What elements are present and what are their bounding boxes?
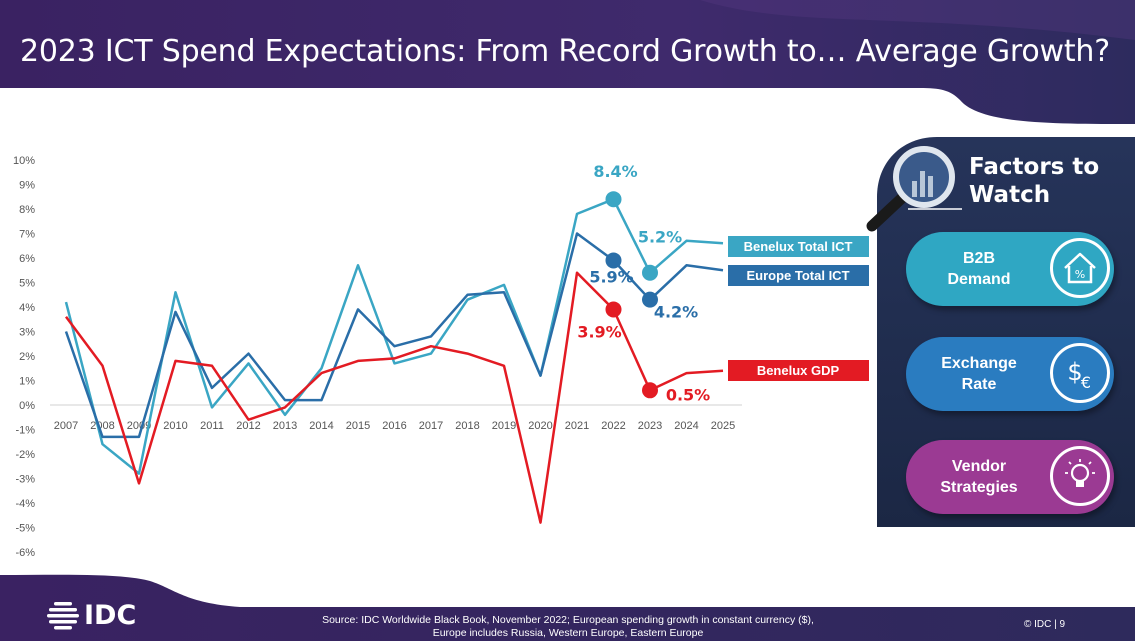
y-tick-label: 4% [19,302,35,314]
factor-b2b-demand: B2B Demand % [906,232,1114,306]
y-tick-label: 6% [19,253,35,265]
y-tick-label: 0% [19,400,35,412]
data-label: 4.2% [654,303,698,322]
y-tick-label: -1% [15,425,35,437]
data-point-marker [605,301,622,318]
x-tick-label: 2019 [492,420,516,432]
idc-logo: IDC [46,600,136,631]
data-point-marker [642,382,658,399]
data-label: 3.9% [577,322,621,341]
factor-label-line-1: Vendor [951,458,1007,475]
data-point-marker [642,291,658,308]
footer-banner [0,574,1135,641]
x-tick-label: 2017 [419,420,443,432]
lightbulb-icon [1050,446,1110,506]
panel-title-line-1: Factors to [969,154,1100,180]
y-tick-label: 5% [19,278,35,290]
panel-title-line-2: Watch [969,182,1051,208]
y-tick-label: -6% [15,547,35,559]
x-tick-label: 2018 [455,420,479,432]
globe-icon [47,601,79,629]
header-banner [0,0,1135,124]
legend-label: Benelux GDP [757,363,840,378]
svg-text:$: $ [1067,358,1082,386]
data-label: 5.2% [638,228,682,247]
data-point-marker [642,264,658,281]
x-tick-label: 2008 [90,420,114,432]
data-label: 0.5% [666,385,710,404]
factor-label: Vendor Strategies [926,440,1032,514]
legend-tag: Europe Total ICT [728,265,869,286]
x-tick-label: 2012 [236,420,260,432]
magnifier-icon [866,146,962,232]
dollar-euro-icon: $ € [1050,343,1110,403]
legend-tag-bg [728,360,869,381]
x-tick-label: 2011 [200,420,224,432]
y-tick-label: 1% [19,376,35,388]
x-tick-label: 2021 [565,420,589,432]
y-tick-label: -3% [15,474,35,486]
page-number: © IDC | 9 [1024,619,1066,630]
data-point-marker [605,252,622,269]
x-tick-label: 2007 [54,420,78,432]
x-tick-label: 2016 [382,420,406,432]
y-tick-label: 2% [19,351,35,363]
svg-text:%: % [1075,268,1085,281]
source-note: Source: IDC Worldwide Black Book, Novemb… [258,614,878,640]
factor-exchange-rate: Exchange Rate $ € [906,337,1114,411]
factor-label-line-2: Demand [947,271,1011,288]
x-tick-label: 2013 [273,420,297,432]
y-tick-label: 3% [19,327,35,339]
x-tick-label: 2023 [638,420,662,432]
factor-label-line-2: Strategies [940,479,1018,496]
house-percent-icon: % [1050,238,1110,298]
x-tick-label: 2022 [601,420,625,432]
factor-label: B2B Demand [926,232,1032,306]
y-tick-label: 7% [19,229,35,241]
y-tick-label: 9% [19,180,35,192]
y-tick-label: -2% [15,449,35,461]
factor-vendor-strategies: Vendor Strategies [906,440,1114,514]
logo-text: IDC [84,600,137,631]
data-label: 5.9% [589,267,633,286]
y-tick-label: 8% [19,204,35,216]
legend-tag-bg [728,236,869,257]
series-line-2 [64,271,724,524]
source-line-1: Source: IDC Worldwide Black Book, Novemb… [322,614,814,626]
factor-label-line-1: Exchange [941,355,1017,372]
x-tick-label: 2010 [163,420,187,432]
x-tick-label: 2009 [127,420,151,432]
y-tick-label: -4% [15,498,35,510]
y-tick-label: 10% [13,155,35,167]
data-label: 8.4% [593,162,637,181]
factor-label-line-2: Rate [961,376,997,393]
x-tick-label: 2015 [346,420,370,432]
x-tick-label: 2025 [711,420,735,432]
x-tick-label: 2024 [674,420,698,432]
x-tick-label: 2020 [528,420,552,432]
line-chart: 10% 9% 8% 7% 6% 5% 4% 3% 2% 1% 0% -1% -2% -3% -4% -5% -6… [13,155,869,559]
legend-tag: Benelux GDP [728,360,869,381]
factor-label-line-1: B2B [962,250,995,267]
source-line-2: Europe includes Russia, Western Europe, … [432,627,704,639]
panel-title: Factors to Watch [969,153,1099,209]
data-point-marker [605,191,622,208]
legend-label: Benelux Total ICT [744,239,853,254]
x-tick-label: 2014 [309,420,333,432]
y-tick-label: -5% [15,523,35,535]
factor-label: Exchange Rate [926,337,1032,411]
page-title: 2023 ICT Spend Expectations: From Record… [20,34,1110,69]
legend-tag-bg [728,265,869,286]
legend-label: Europe Total ICT [746,268,849,283]
svg-text:€: € [1081,373,1091,392]
legend-tag: Benelux Total ICT [728,236,869,257]
